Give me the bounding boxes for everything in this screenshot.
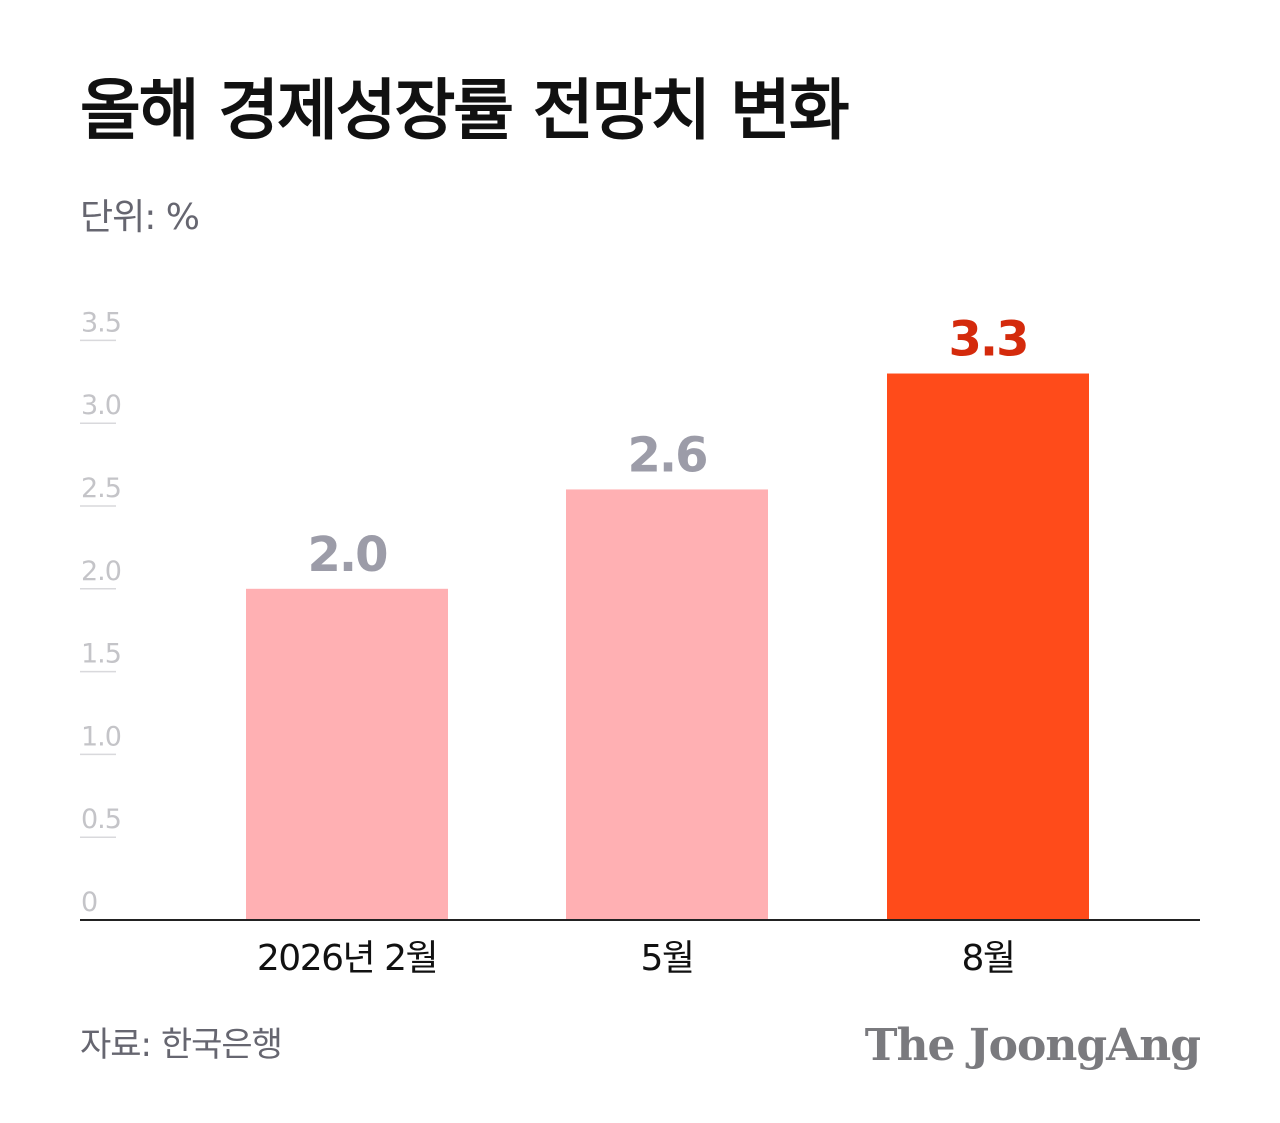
y-tick-label: 0.5 bbox=[81, 804, 121, 835]
source-note: 자료: 한국은행 bbox=[80, 1025, 283, 1065]
x-category-label: 2026년 2월 bbox=[257, 938, 437, 979]
bar bbox=[887, 373, 1089, 920]
bar-value-label: 2.6 bbox=[627, 427, 706, 483]
unit-label: 단위: % bbox=[80, 197, 200, 238]
y-tick-label: 0 bbox=[81, 887, 97, 918]
y-tick-label: 1.0 bbox=[81, 721, 121, 752]
brand-logo: The JoongAng bbox=[864, 1020, 1201, 1071]
x-category-label: 8월 bbox=[961, 938, 1014, 979]
chart-title: 올해 경제성장률 전망치 변화 bbox=[80, 72, 850, 149]
y-tick-label: 2.0 bbox=[81, 556, 121, 587]
bar-value-label: 3.3 bbox=[948, 312, 1027, 368]
y-tick-label: 3.0 bbox=[81, 390, 121, 421]
bar-value-label: 2.0 bbox=[307, 527, 387, 583]
y-tick-label: 1.5 bbox=[81, 639, 121, 670]
x-category-label: 5월 bbox=[640, 938, 693, 979]
bar-chart: 0 0.5 1.0 1.5 2.0 2.5 3.0 3.5 2.0 2026년 2월 2.6 5월 3.… bbox=[80, 307, 1200, 979]
bar bbox=[246, 588, 448, 920]
bar bbox=[566, 489, 768, 920]
y-tick-label: 3.5 bbox=[81, 307, 121, 338]
y-tick-label: 2.5 bbox=[81, 473, 121, 504]
